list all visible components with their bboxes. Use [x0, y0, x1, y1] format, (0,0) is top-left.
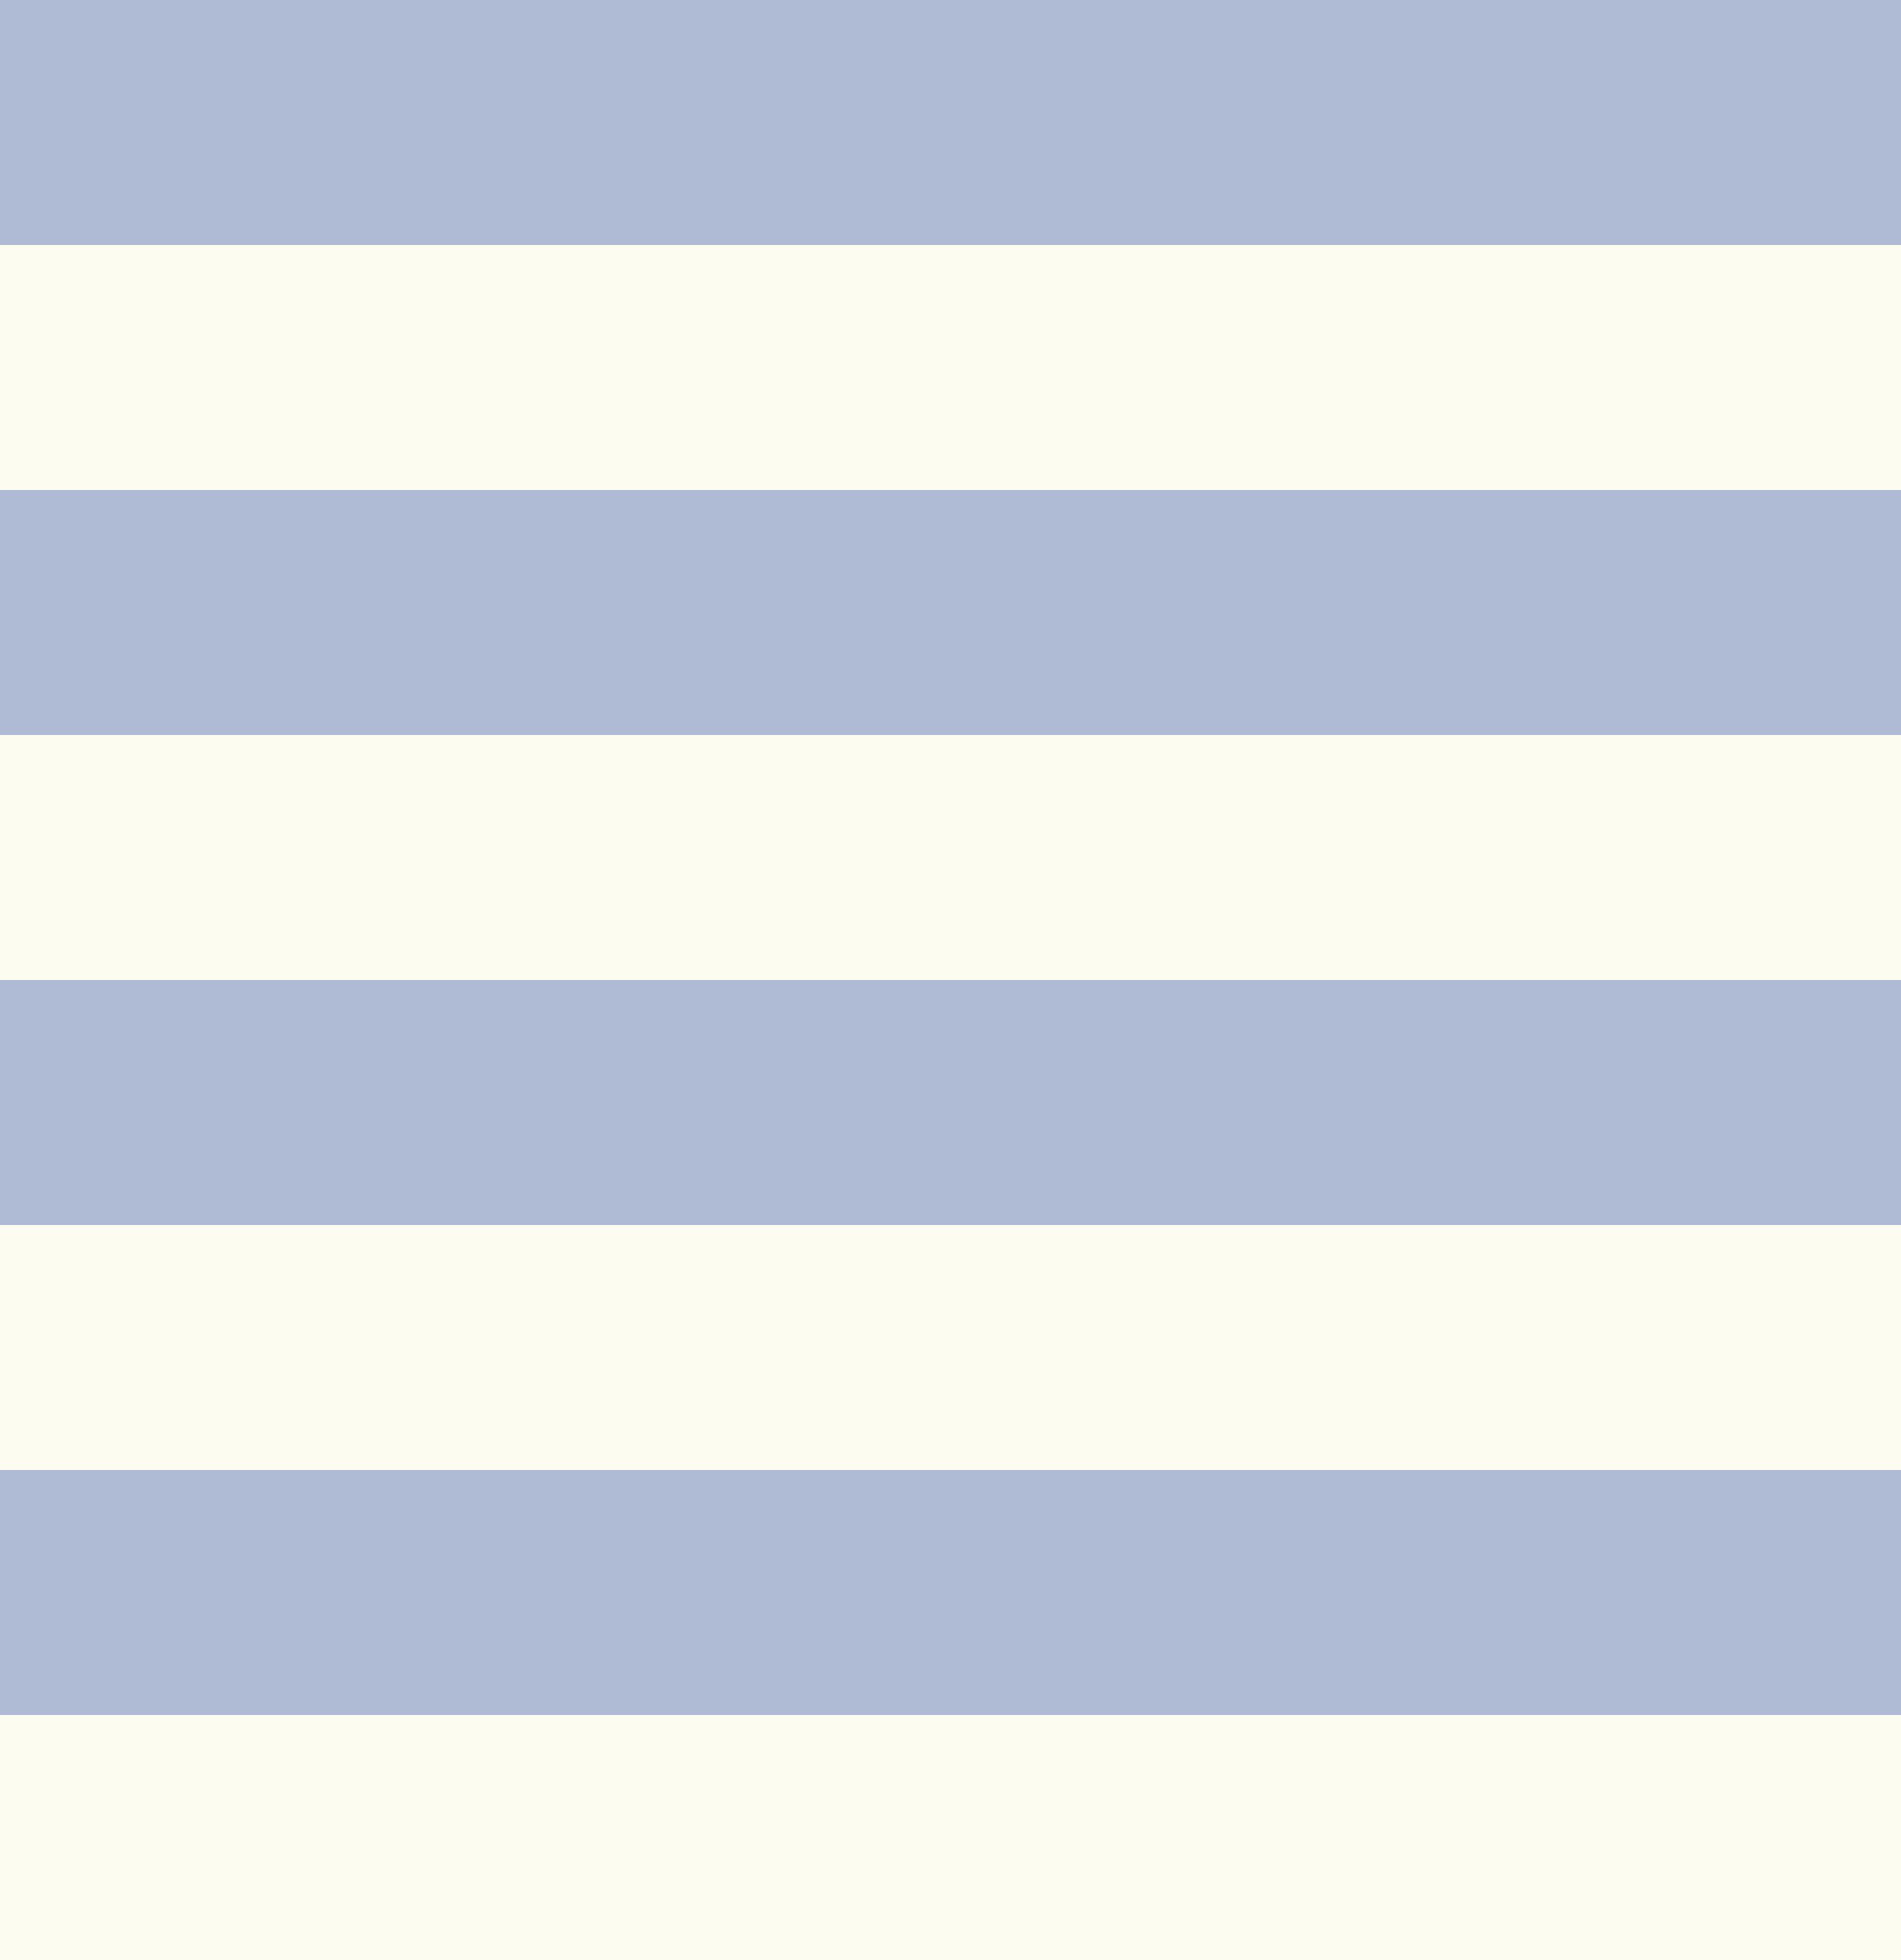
stripe-blue	[0, 490, 1901, 735]
stripe-blue	[0, 980, 1901, 1225]
stripe-blue	[0, 0, 1901, 245]
stripe-cream	[0, 1225, 1901, 1470]
stripe-blue	[0, 1470, 1901, 1715]
stripe-cream	[0, 735, 1901, 980]
stripe-cream	[0, 245, 1901, 490]
stripe-cream	[0, 1715, 1901, 1960]
